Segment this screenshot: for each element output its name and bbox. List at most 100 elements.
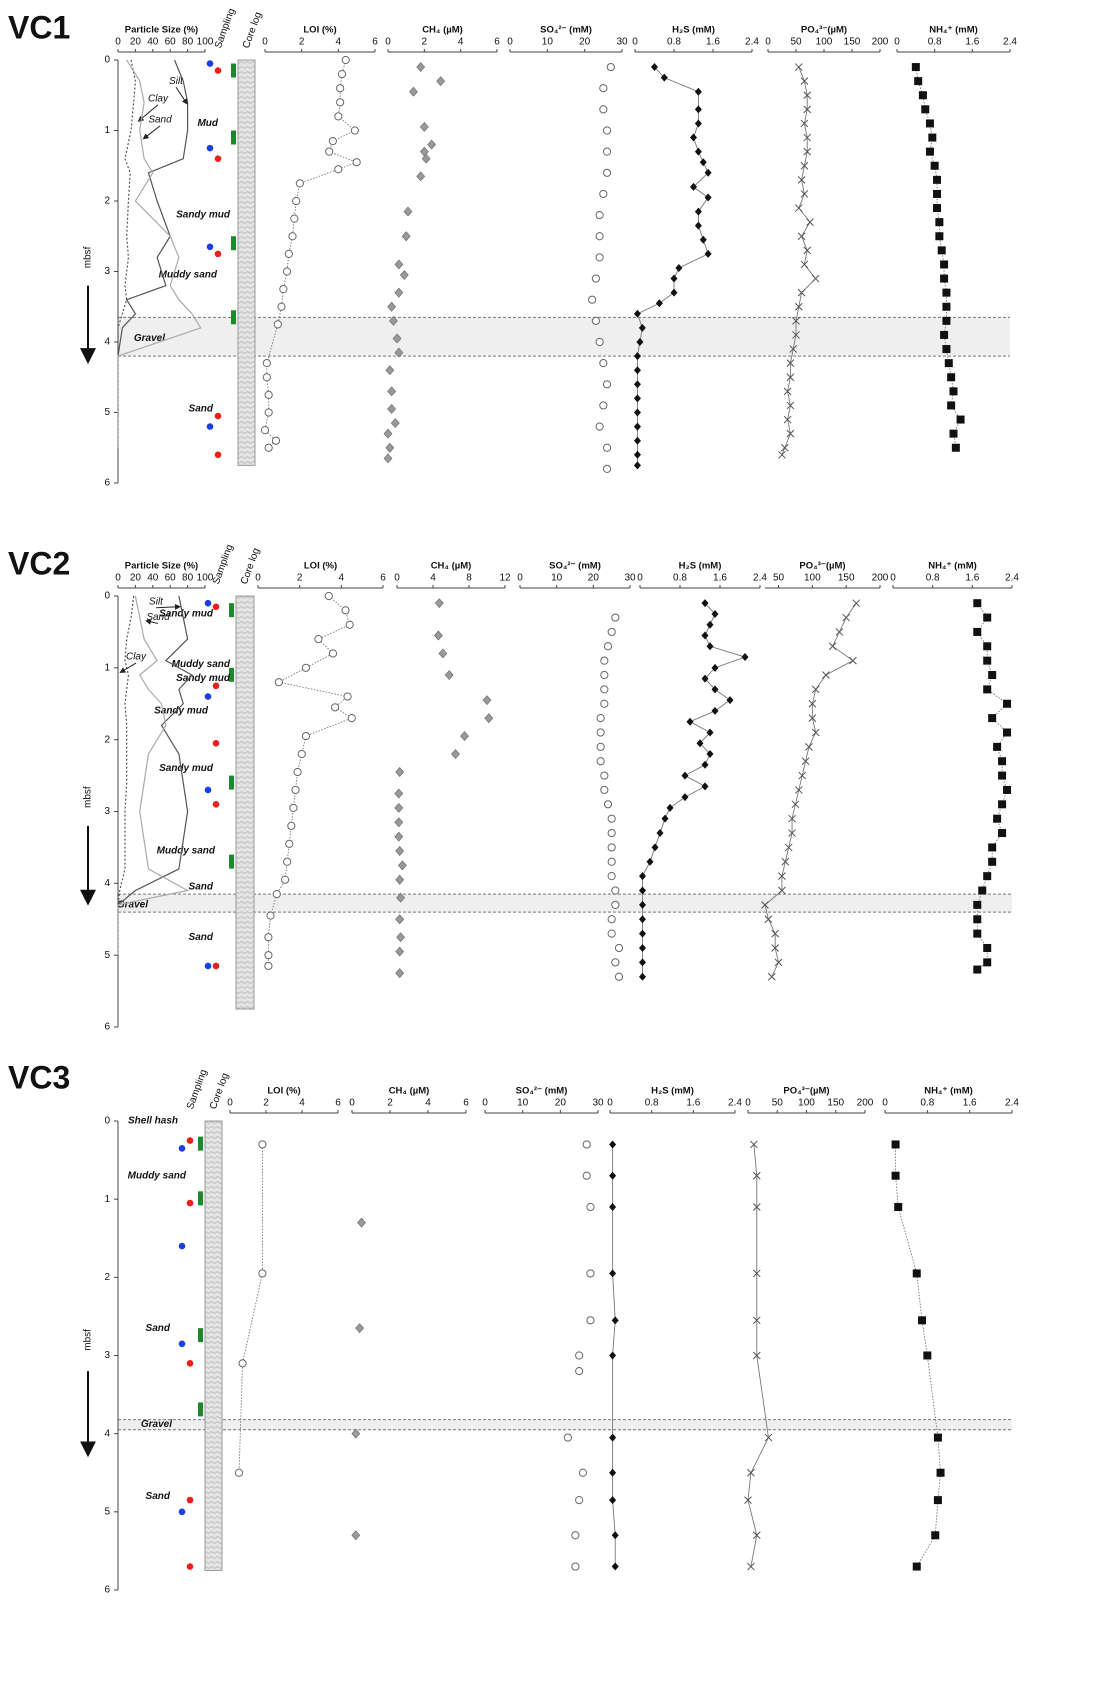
point <box>422 154 430 163</box>
point <box>615 944 622 951</box>
point <box>278 303 285 310</box>
point <box>805 743 812 750</box>
point <box>609 1203 616 1211</box>
point <box>608 829 615 836</box>
point <box>918 1316 926 1324</box>
point <box>639 915 646 923</box>
point <box>239 1360 246 1367</box>
point <box>657 829 664 837</box>
x-tick-label: 1.6 <box>965 37 979 48</box>
x-tick-label: 40 <box>147 37 159 48</box>
y-tick-label: 6 <box>104 1585 110 1596</box>
grain-arrow <box>122 663 136 671</box>
point <box>947 373 955 381</box>
point <box>261 427 268 434</box>
point <box>351 127 358 134</box>
chart-title: H₂S (mM) <box>672 25 715 36</box>
point <box>634 310 641 318</box>
point <box>923 1352 931 1360</box>
point <box>798 233 805 240</box>
point <box>346 621 353 628</box>
x-tick-label: 4 <box>425 1098 431 1109</box>
sample-dot <box>179 1145 186 1152</box>
point <box>285 250 292 257</box>
y-tick-label: 3 <box>104 1350 110 1361</box>
sample-dot <box>215 452 222 459</box>
point <box>315 636 322 643</box>
point <box>933 190 941 198</box>
point <box>933 176 941 184</box>
sample-bar <box>229 776 234 790</box>
point <box>604 801 611 808</box>
point <box>348 715 355 722</box>
point <box>914 77 922 85</box>
grain-label: Silt <box>169 76 184 87</box>
point <box>634 366 641 374</box>
y-tick-label: 3 <box>104 806 110 817</box>
point <box>695 88 702 96</box>
point <box>395 260 403 269</box>
x-tick-label: 6 <box>463 1098 469 1109</box>
point <box>687 718 694 726</box>
point <box>329 650 336 657</box>
x-tick-label: 1.6 <box>965 573 979 584</box>
point <box>572 1532 579 1539</box>
x-tick-label: 80 <box>182 37 194 48</box>
point <box>603 148 610 155</box>
point <box>639 930 646 938</box>
point <box>700 158 707 166</box>
sample-dot <box>187 1137 194 1144</box>
point <box>604 643 611 650</box>
point <box>396 847 404 856</box>
y-tick-label: 2 <box>104 734 110 745</box>
x-tick-label: 10 <box>542 37 554 48</box>
lithology-label: Sand <box>189 882 214 893</box>
sample-dot <box>187 1563 194 1570</box>
x-tick-label: 0.8 <box>645 1098 659 1109</box>
point <box>259 1270 266 1277</box>
point <box>993 815 1001 823</box>
point <box>933 204 941 212</box>
point <box>302 732 309 739</box>
sample-dot <box>207 244 214 251</box>
point <box>983 872 991 880</box>
sample-bar <box>229 603 234 617</box>
point <box>945 359 953 367</box>
panel-label: VC1 <box>8 9 70 45</box>
x-tick-label: 10 <box>551 573 563 584</box>
point <box>601 686 608 693</box>
x-tick-label: 0.8 <box>920 1098 934 1109</box>
depth-label: mbsf <box>83 786 94 808</box>
point <box>485 714 493 723</box>
point <box>993 743 1001 751</box>
point <box>634 461 641 469</box>
x-tick-label: 6 <box>372 37 378 48</box>
point <box>352 1531 360 1540</box>
point <box>937 1469 945 1477</box>
figure: VC10123456mbsfSamplingCore logMudSandy m… <box>0 0 1108 1696</box>
point <box>386 366 394 375</box>
sample-dot <box>207 423 214 430</box>
point <box>615 973 622 980</box>
x-tick-label: 0 <box>482 1098 488 1109</box>
point <box>404 207 412 216</box>
x-tick-label: 60 <box>165 573 177 584</box>
point <box>609 1172 616 1180</box>
point <box>272 437 279 444</box>
x-tick-label: 200 <box>857 1098 874 1109</box>
point <box>409 87 417 96</box>
point <box>934 1434 942 1442</box>
point <box>597 715 604 722</box>
profile-line <box>977 603 1007 969</box>
point <box>265 391 272 398</box>
point <box>603 465 610 472</box>
x-tick-label: 0 <box>882 1098 888 1109</box>
x-tick-label: 100 <box>804 573 821 584</box>
y-tick-label: 5 <box>104 407 110 418</box>
point <box>596 423 603 430</box>
x-tick-label: 10 <box>517 1098 529 1109</box>
point <box>601 786 608 793</box>
point <box>608 916 615 923</box>
x-tick-label: 100 <box>197 37 214 48</box>
point <box>587 1203 594 1210</box>
